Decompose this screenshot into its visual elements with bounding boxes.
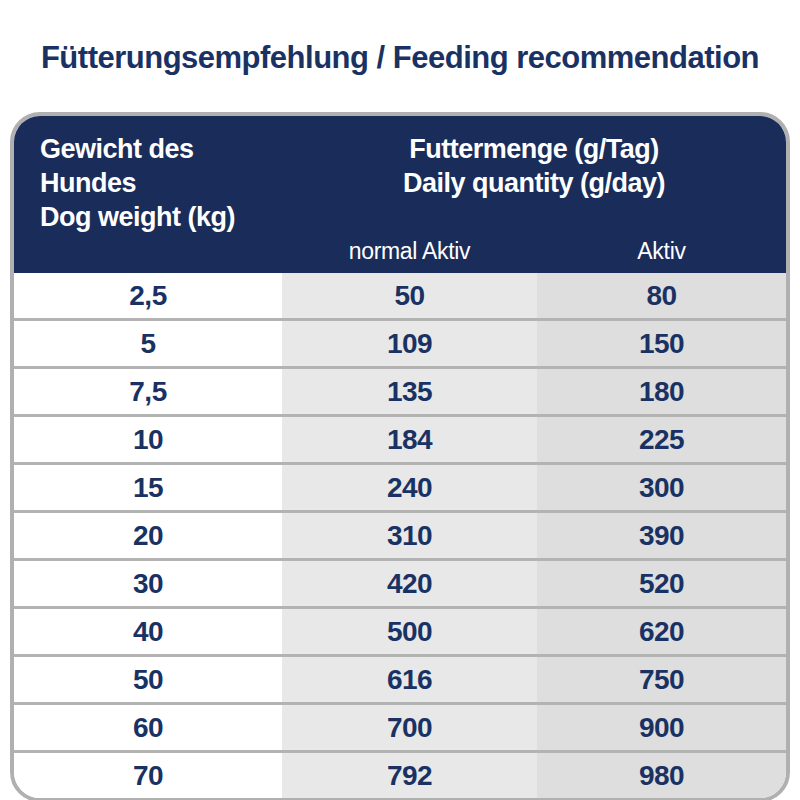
table-row: 70 792 980 [14, 750, 786, 798]
weight-cell: 70 [14, 753, 282, 798]
normal-aktiv-cell: 500 [282, 609, 537, 654]
weight-cell: 60 [14, 705, 282, 750]
aktiv-cell: 225 [537, 417, 786, 462]
weight-cell: 30 [14, 561, 282, 606]
weight-cell: 5 [14, 321, 282, 366]
table-row: 20 310 390 [14, 510, 786, 558]
normal-aktiv-cell: 135 [282, 369, 537, 414]
table-row: 60 700 900 [14, 702, 786, 750]
header-quantity-line-de: Futtermenge (g/Tag) [282, 132, 786, 166]
header-quantity-column: Futtermenge (g/Tag) Daily quantity (g/da… [282, 132, 786, 234]
table-row: 50 616 750 [14, 654, 786, 702]
header-quantity-line-en: Daily quantity (g/day) [282, 166, 786, 200]
aktiv-cell: 300 [537, 465, 786, 510]
weight-cell: 50 [14, 657, 282, 702]
aktiv-cell: 520 [537, 561, 786, 606]
table-header: Gewicht des Hundes Dog weight (kg) Futte… [14, 116, 786, 273]
weight-cell: 20 [14, 513, 282, 558]
aktiv-cell: 620 [537, 609, 786, 654]
header-weight-column: Gewicht des Hundes Dog weight (kg) [14, 132, 282, 234]
subheader-spacer [14, 238, 282, 265]
table-row: 40 500 620 [14, 606, 786, 654]
normal-aktiv-cell: 616 [282, 657, 537, 702]
normal-aktiv-cell: 109 [282, 321, 537, 366]
normal-aktiv-cell: 50 [282, 273, 537, 318]
feeding-table: Gewicht des Hundes Dog weight (kg) Futte… [10, 112, 790, 800]
aktiv-cell: 150 [537, 321, 786, 366]
table-subheader: normal Aktiv Aktiv [14, 234, 786, 273]
aktiv-cell: 980 [537, 753, 786, 798]
normal-aktiv-cell: 420 [282, 561, 537, 606]
table-row: 5 109 150 [14, 318, 786, 366]
weight-cell: 40 [14, 609, 282, 654]
table-row: 15 240 300 [14, 462, 786, 510]
normal-aktiv-cell: 240 [282, 465, 537, 510]
weight-cell: 15 [14, 465, 282, 510]
table-row: 7,5 135 180 [14, 366, 786, 414]
table-header-main: Gewicht des Hundes Dog weight (kg) Futte… [14, 132, 786, 234]
aktiv-cell: 80 [537, 273, 786, 318]
aktiv-cell: 750 [537, 657, 786, 702]
table-row: 10 184 225 [14, 414, 786, 462]
header-weight-line-en: Dog weight (kg) [40, 200, 282, 234]
normal-aktiv-cell: 700 [282, 705, 537, 750]
subheader-normal-aktiv: normal Aktiv [282, 238, 537, 265]
table-body: 2,5 50 80 5 109 150 7,5 135 180 10 184 2… [14, 273, 786, 798]
aktiv-cell: 900 [537, 705, 786, 750]
feeding-recommendation-page: Fütterungsempfehlung / Feeding recommend… [0, 0, 800, 800]
normal-aktiv-cell: 184 [282, 417, 537, 462]
header-weight-line-de: Gewicht des Hundes [40, 132, 282, 200]
aktiv-cell: 390 [537, 513, 786, 558]
subheader-aktiv: Aktiv [537, 238, 786, 265]
weight-cell: 2,5 [14, 273, 282, 318]
table-row: 30 420 520 [14, 558, 786, 606]
weight-cell: 10 [14, 417, 282, 462]
normal-aktiv-cell: 310 [282, 513, 537, 558]
normal-aktiv-cell: 792 [282, 753, 537, 798]
aktiv-cell: 180 [537, 369, 786, 414]
page-title: Fütterungsempfehlung / Feeding recommend… [0, 40, 800, 76]
weight-cell: 7,5 [14, 369, 282, 414]
table-row: 2,5 50 80 [14, 273, 786, 318]
